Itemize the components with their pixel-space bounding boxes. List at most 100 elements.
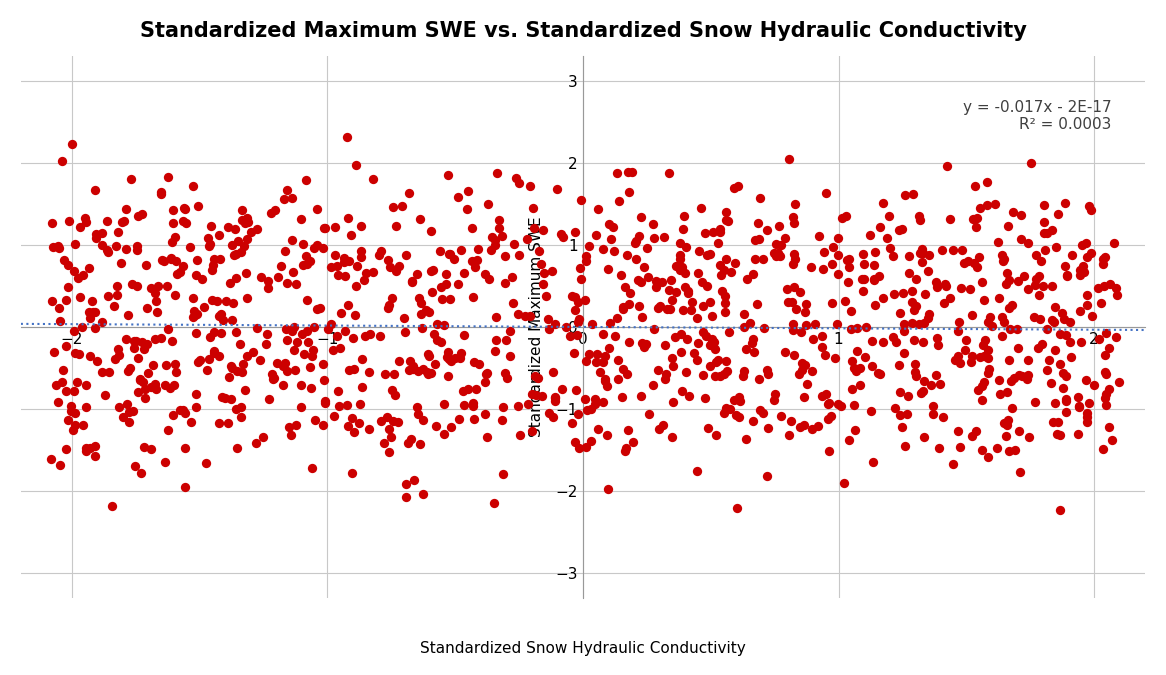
Point: [421, 266, 440, 277]
Point: [408, 366, 427, 377]
Point: [80, 442, 99, 453]
Point: [343, 412, 361, 423]
Point: [721, 326, 739, 337]
Point: [1077, 238, 1096, 248]
Point: [785, 282, 803, 293]
Point: [927, 277, 946, 288]
Point: [866, 247, 885, 258]
Point: [85, 440, 104, 451]
Point: [962, 431, 981, 441]
Point: [87, 356, 106, 367]
Point: [1011, 466, 1030, 477]
Point: [161, 254, 180, 265]
Point: [1018, 370, 1037, 381]
Point: [98, 216, 117, 227]
Point: [287, 420, 305, 431]
Point: [583, 318, 602, 329]
Point: [792, 365, 810, 376]
Point: [162, 335, 181, 346]
Point: [203, 295, 222, 306]
Point: [948, 326, 967, 337]
Point: [618, 249, 637, 260]
Point: [1069, 400, 1088, 411]
Point: [1049, 209, 1068, 219]
Point: [325, 221, 344, 232]
Point: [176, 442, 195, 453]
Point: [965, 181, 984, 192]
Point: [840, 261, 858, 272]
Point: [955, 344, 974, 355]
Point: [891, 308, 909, 319]
Point: [428, 319, 447, 329]
Point: [117, 203, 135, 214]
Point: [113, 411, 132, 422]
Point: [463, 398, 482, 408]
Point: [188, 200, 206, 211]
Point: [227, 272, 246, 283]
Point: [92, 367, 111, 377]
Point: [576, 295, 595, 306]
Point: [107, 280, 126, 291]
Point: [152, 189, 170, 200]
Point: [419, 369, 437, 380]
Point: [237, 351, 255, 362]
Point: [870, 271, 888, 281]
Point: [717, 207, 736, 217]
Point: [536, 290, 555, 301]
Point: [591, 367, 610, 377]
Point: [806, 319, 824, 329]
Point: [988, 443, 1006, 454]
Point: [403, 363, 422, 374]
Point: [733, 371, 752, 381]
Point: [486, 312, 505, 323]
Point: [459, 383, 478, 394]
Point: [598, 263, 617, 274]
Point: [419, 349, 437, 360]
Point: [353, 353, 372, 364]
Point: [51, 315, 70, 326]
Point: [438, 347, 457, 358]
Point: [232, 367, 251, 378]
Point: [117, 333, 135, 344]
Point: [717, 215, 736, 225]
Point: [546, 392, 564, 403]
Point: [654, 419, 673, 430]
Point: [485, 240, 504, 250]
Point: [923, 401, 942, 412]
Point: [837, 211, 856, 221]
Point: [385, 369, 403, 379]
Point: [770, 221, 788, 232]
Point: [125, 343, 143, 354]
Point: [753, 254, 772, 265]
Point: [352, 221, 371, 232]
Point: [105, 353, 124, 364]
Point: [560, 330, 578, 341]
Point: [813, 391, 831, 402]
Point: [450, 414, 469, 425]
Point: [899, 391, 918, 402]
Point: [77, 443, 96, 454]
Point: [234, 358, 253, 369]
Point: [198, 232, 217, 243]
Point: [47, 379, 65, 390]
Point: [895, 190, 914, 200]
Point: [1030, 290, 1048, 300]
Point: [729, 181, 747, 192]
Point: [412, 298, 430, 308]
Point: [701, 340, 719, 350]
Point: [648, 302, 667, 313]
Point: [744, 333, 763, 344]
Point: [847, 366, 865, 377]
Point: [902, 286, 921, 296]
Point: [913, 385, 932, 396]
Point: [718, 216, 737, 227]
Point: [374, 438, 393, 449]
Point: [223, 362, 241, 373]
Point: [201, 331, 219, 342]
Point: [64, 325, 83, 336]
Point: [905, 335, 923, 346]
Point: [146, 333, 164, 344]
Point: [710, 227, 729, 238]
Point: [153, 254, 171, 265]
Point: [430, 246, 449, 256]
